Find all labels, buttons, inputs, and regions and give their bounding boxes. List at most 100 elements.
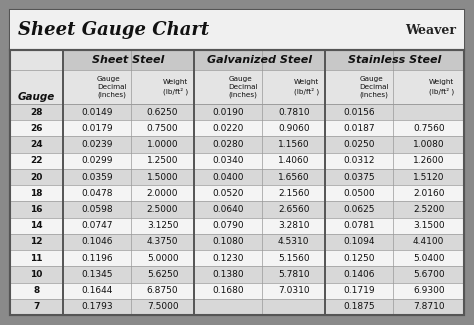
Text: 0.0359: 0.0359 xyxy=(81,173,113,182)
Text: 5.6700: 5.6700 xyxy=(413,270,445,279)
Text: 0.0312: 0.0312 xyxy=(344,156,375,165)
Text: Gauge
Decimal
(inches): Gauge Decimal (inches) xyxy=(359,76,389,98)
Text: 6.9300: 6.9300 xyxy=(413,286,445,295)
Bar xyxy=(10,250,464,266)
Text: 0.1080: 0.1080 xyxy=(212,238,244,246)
Text: 0.0299: 0.0299 xyxy=(81,156,113,165)
Text: Weight
(lb/ft² ): Weight (lb/ft² ) xyxy=(428,79,454,95)
Bar xyxy=(10,136,464,153)
Bar xyxy=(63,70,464,104)
Text: 0.1719: 0.1719 xyxy=(344,286,375,295)
Bar xyxy=(10,185,464,202)
Bar xyxy=(10,153,464,169)
Text: Weight
(lb/ft² ): Weight (lb/ft² ) xyxy=(294,79,319,95)
Text: 7.0310: 7.0310 xyxy=(278,286,310,295)
Text: 1.2600: 1.2600 xyxy=(413,156,445,165)
Text: 5.6250: 5.6250 xyxy=(147,270,178,279)
Text: 0.1380: 0.1380 xyxy=(212,270,244,279)
Bar xyxy=(10,50,464,315)
Text: 0.1406: 0.1406 xyxy=(344,270,375,279)
Text: 0.0375: 0.0375 xyxy=(344,173,375,182)
Text: 0.1230: 0.1230 xyxy=(212,254,244,263)
Text: 0.0340: 0.0340 xyxy=(212,156,244,165)
Bar xyxy=(10,50,63,104)
Text: 0.0478: 0.0478 xyxy=(81,189,113,198)
Text: 7.5000: 7.5000 xyxy=(147,302,178,311)
Text: 4.5310: 4.5310 xyxy=(278,238,310,246)
Text: 0.0190: 0.0190 xyxy=(212,108,244,117)
Text: 0.0239: 0.0239 xyxy=(81,140,113,149)
Text: 28: 28 xyxy=(30,108,43,117)
Text: 16: 16 xyxy=(30,205,43,214)
Text: 18: 18 xyxy=(30,189,43,198)
Text: 2.5200: 2.5200 xyxy=(413,205,445,214)
Text: 2.5000: 2.5000 xyxy=(147,205,178,214)
Text: 7: 7 xyxy=(33,302,40,311)
Text: 0.7560: 0.7560 xyxy=(413,124,445,133)
Text: 12: 12 xyxy=(30,238,43,246)
Text: 0.1345: 0.1345 xyxy=(81,270,113,279)
Text: 1.2500: 1.2500 xyxy=(147,156,178,165)
Bar xyxy=(10,169,464,185)
Text: 6.8750: 6.8750 xyxy=(147,286,178,295)
Text: Weaver: Weaver xyxy=(405,23,456,36)
Bar xyxy=(10,10,464,50)
Text: 14: 14 xyxy=(30,221,43,230)
Text: 0.1250: 0.1250 xyxy=(344,254,375,263)
Text: 10: 10 xyxy=(30,270,43,279)
Text: 0.0250: 0.0250 xyxy=(344,140,375,149)
Text: 3.1500: 3.1500 xyxy=(413,221,445,230)
Text: 0.1046: 0.1046 xyxy=(81,238,113,246)
Text: 5.1560: 5.1560 xyxy=(278,254,310,263)
Text: 7.8710: 7.8710 xyxy=(413,302,445,311)
Text: 0.7810: 0.7810 xyxy=(278,108,310,117)
Bar xyxy=(10,50,464,70)
Text: 0.0187: 0.0187 xyxy=(344,124,375,133)
Text: 5.7810: 5.7810 xyxy=(278,270,310,279)
Text: 0.0520: 0.0520 xyxy=(212,189,244,198)
Text: 0.0500: 0.0500 xyxy=(344,189,375,198)
Text: Stainless Steel: Stainless Steel xyxy=(348,55,441,65)
Text: 1.0080: 1.0080 xyxy=(413,140,445,149)
Text: Gauge: Gauge xyxy=(18,92,55,102)
Text: 1.4060: 1.4060 xyxy=(278,156,310,165)
Bar xyxy=(10,202,464,218)
Bar xyxy=(10,266,464,282)
Text: Gauge
Decimal
(inches): Gauge Decimal (inches) xyxy=(97,76,127,98)
Text: 0.0400: 0.0400 xyxy=(212,173,244,182)
Text: Weight
(lb/ft² ): Weight (lb/ft² ) xyxy=(163,79,188,95)
Text: 26: 26 xyxy=(30,124,43,133)
Text: 24: 24 xyxy=(30,140,43,149)
Text: Sheet Steel: Sheet Steel xyxy=(92,55,165,65)
Text: 0.0625: 0.0625 xyxy=(344,205,375,214)
Text: 4.4100: 4.4100 xyxy=(413,238,445,246)
Text: 11: 11 xyxy=(30,254,43,263)
Text: 0.1793: 0.1793 xyxy=(81,302,113,311)
Text: 3.2810: 3.2810 xyxy=(278,221,310,230)
Text: 1.5000: 1.5000 xyxy=(147,173,178,182)
Text: Sheet Gauge Chart: Sheet Gauge Chart xyxy=(18,21,209,39)
Bar xyxy=(10,299,464,315)
Text: 1.5120: 1.5120 xyxy=(413,173,445,182)
Text: 22: 22 xyxy=(30,156,43,165)
Text: 0.7500: 0.7500 xyxy=(147,124,178,133)
Text: 1.1560: 1.1560 xyxy=(278,140,310,149)
Text: 0.1644: 0.1644 xyxy=(82,286,113,295)
Text: Gauge
Decimal
(inches): Gauge Decimal (inches) xyxy=(228,76,258,98)
Bar xyxy=(10,218,464,234)
Text: 0.0790: 0.0790 xyxy=(212,221,244,230)
Bar xyxy=(10,120,464,136)
Text: 0.0156: 0.0156 xyxy=(344,108,375,117)
Text: 0.6250: 0.6250 xyxy=(147,108,178,117)
Text: 2.6560: 2.6560 xyxy=(278,205,310,214)
Bar xyxy=(10,282,464,299)
Text: 0.1094: 0.1094 xyxy=(344,238,375,246)
Text: 3.1250: 3.1250 xyxy=(147,221,178,230)
Text: 0.0220: 0.0220 xyxy=(212,124,244,133)
Text: 8: 8 xyxy=(33,286,40,295)
Text: 0.0149: 0.0149 xyxy=(81,108,113,117)
Text: 4.3750: 4.3750 xyxy=(147,238,178,246)
Text: 0.0640: 0.0640 xyxy=(212,205,244,214)
Text: 0.1680: 0.1680 xyxy=(212,286,244,295)
Text: 0.1875: 0.1875 xyxy=(344,302,375,311)
